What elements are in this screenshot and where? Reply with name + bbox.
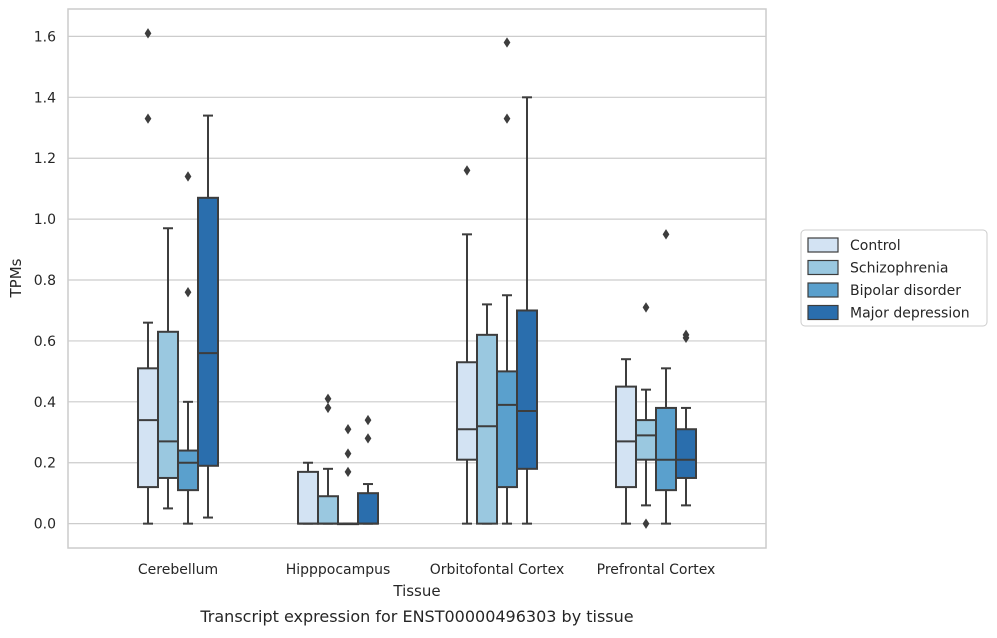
box-iqr [157, 330, 179, 479]
outlier-point [344, 466, 352, 478]
box [297, 461, 319, 525]
series-bipolar-disorder [177, 37, 677, 526]
legend-swatch [807, 259, 839, 276]
y-axis-label: TPMs [7, 258, 25, 298]
outlier-point [184, 287, 192, 298]
box-iqr [476, 333, 498, 525]
box-iqr [137, 367, 159, 489]
outlier-point [682, 329, 690, 341]
legend-label: Schizophrenia [850, 261, 948, 277]
outlier-point [344, 424, 352, 435]
outlier-point [642, 518, 650, 529]
box-iqr [655, 406, 677, 492]
x-axis-ticks: Cerebellum Hipppocampus Orbitofontal Corte… [138, 562, 715, 578]
y-tick-label: 0.0 [34, 517, 56, 533]
y-tick-label: 0.2 [34, 456, 56, 472]
box-iqr [675, 428, 697, 479]
box [476, 303, 498, 525]
x-tick-label: Prefrontal Cortex [597, 562, 716, 578]
plot-frame [67, 8, 767, 549]
box [516, 96, 538, 525]
outlier-point [364, 414, 372, 426]
outlier-point [463, 165, 471, 176]
legend-label: Control [850, 238, 901, 254]
box [177, 171, 199, 525]
legend-label: Bipolar disorder [850, 283, 961, 299]
y-tick-label: 0.8 [34, 273, 56, 289]
outlier-point [344, 448, 352, 459]
legend-frame [800, 229, 988, 327]
outlier-point [642, 302, 650, 313]
legend: Control Schizophrenia Bipolar disorder Majo… [800, 229, 988, 327]
box [655, 229, 677, 525]
outlier-point [662, 229, 670, 240]
y-tick-label: 0.4 [34, 395, 56, 411]
legend-item: Bipolar disorder [807, 282, 961, 299]
box [615, 358, 637, 525]
x-tick-label: Orbitofontal Cortex [430, 562, 565, 578]
outlier-point [184, 171, 192, 182]
box [157, 227, 179, 510]
outlier-point [503, 113, 511, 124]
outlier-point [324, 393, 332, 404]
box-iqr [516, 309, 538, 470]
box [456, 165, 478, 525]
legend-item: Control [807, 237, 901, 254]
box-iqr [357, 492, 379, 525]
outlier-point [144, 113, 152, 124]
legend-swatch [807, 304, 839, 321]
box-iqr [615, 385, 637, 489]
box [675, 329, 697, 507]
box-iqr [317, 495, 339, 525]
y-tick-label: 1.2 [34, 151, 56, 167]
x-tick-label: Hipppocampus [286, 562, 391, 578]
box-iqr [197, 196, 219, 467]
y-tick-label: 1.0 [34, 212, 56, 228]
box [197, 114, 219, 519]
y-axis-ticks: 0.0 0.2 0.4 0.6 0.8 1.0 1.2 1.4 1.6 [34, 29, 56, 532]
box-iqr [297, 470, 319, 525]
series-major-depression [197, 96, 697, 525]
legend-swatch [807, 282, 839, 298]
x-axis-label: Tissue [392, 582, 440, 600]
box-iqr [177, 449, 199, 492]
outlier-point [144, 28, 152, 39]
series-schizophrenia [157, 227, 657, 529]
box-iqr [456, 361, 478, 461]
y-tick-label: 1.6 [34, 29, 56, 45]
box-series [137, 28, 697, 529]
outlier-point [324, 402, 332, 414]
box [337, 424, 359, 526]
y-tick-label: 1.4 [34, 90, 56, 106]
box-iqr [635, 419, 657, 461]
legend-item: Schizophrenia [807, 259, 948, 277]
series-control [137, 28, 637, 525]
box-iqr [496, 370, 518, 489]
legend-swatch [807, 237, 839, 253]
legend-item: Major depression [807, 304, 970, 322]
box [357, 414, 379, 525]
box [137, 28, 159, 525]
box [317, 393, 339, 525]
legend-label: Major depression [850, 306, 970, 322]
outlier-point [364, 433, 372, 444]
chart-caption: Transcript expression for ENST0000049630… [199, 607, 633, 626]
box [635, 302, 657, 529]
y-tick-label: 0.6 [34, 334, 56, 350]
x-tick-label: Cerebellum [138, 562, 218, 578]
outlier-point [503, 37, 511, 48]
